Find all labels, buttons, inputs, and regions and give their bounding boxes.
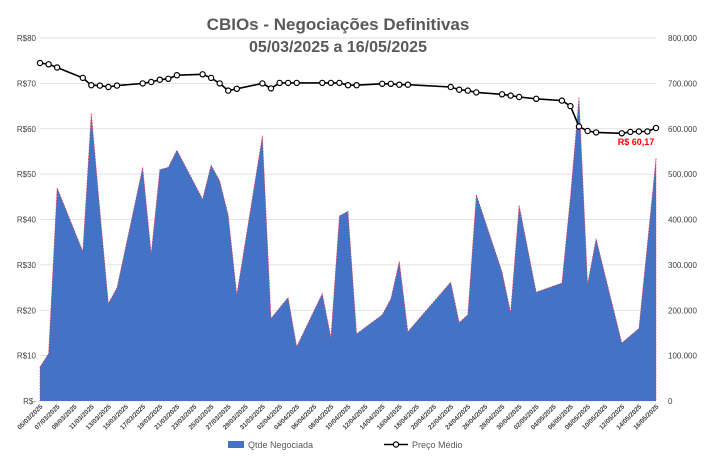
- price-point: [79, 74, 87, 82]
- price-point: [396, 81, 403, 88]
- left-tick-label: R$10: [17, 352, 37, 361]
- price-point: [379, 80, 386, 88]
- price-point: [498, 91, 506, 98]
- price-point: [293, 79, 300, 87]
- price-point: [173, 71, 181, 79]
- price-point: [216, 80, 223, 87]
- legend-swatch-qtde: [228, 441, 244, 448]
- price-point: [652, 124, 660, 132]
- price-point: [53, 64, 61, 71]
- right-axis: 0 100.000 200.000 300.000 400.000 500.000 600.…: [668, 34, 697, 406]
- right-tick-label: 100.000: [668, 352, 697, 361]
- left-tick-label: R$60: [17, 125, 37, 134]
- price-point: [113, 82, 121, 89]
- price-point: [156, 76, 163, 83]
- price-point: [233, 85, 240, 93]
- price-point: [199, 71, 206, 78]
- price-point: [96, 82, 104, 89]
- right-tick-label: 600.000: [668, 125, 697, 134]
- right-tick-label: 400.000: [668, 216, 697, 225]
- price-annotation: R$ 60,17: [618, 137, 655, 147]
- right-tick-label: 300.000: [668, 261, 697, 270]
- price-point: [533, 95, 540, 103]
- price-point: [635, 128, 643, 135]
- price-point: [224, 87, 232, 94]
- price-point: [36, 59, 44, 67]
- legend-label-qtde: Qtde Negociada: [248, 440, 313, 450]
- price-point: [558, 97, 566, 104]
- price-point: [507, 92, 514, 99]
- price-point: [387, 80, 394, 88]
- right-tick-label: 500.000: [668, 170, 697, 179]
- price-point: [165, 75, 172, 83]
- price-point: [515, 93, 523, 101]
- left-tick-label: R$50: [17, 170, 37, 179]
- price-point: [45, 61, 52, 68]
- price-point: [139, 80, 146, 87]
- volume-area-series: [39, 96, 657, 401]
- price-point: [336, 79, 343, 87]
- volume-area-edge: [39, 96, 657, 368]
- price-point: [105, 83, 112, 91]
- price-point: [276, 79, 283, 87]
- price-point: [259, 80, 266, 87]
- right-tick-label: 0: [668, 397, 673, 406]
- right-tick-label: 200.000: [668, 306, 697, 315]
- legend-swatch-preco-marker: [392, 441, 400, 448]
- legend-label-preco: Preço Médio: [412, 440, 463, 450]
- price-point: [567, 102, 574, 110]
- price-point: [327, 79, 335, 87]
- legend: Qtde Negociada Preço Médio: [228, 440, 463, 450]
- left-axis: R$- R$10 R$20 R$30 R$40 R$50 R$60 R$70 R$80: [17, 34, 37, 406]
- price-point: [353, 81, 360, 89]
- right-tick-label: 800.000: [668, 34, 697, 43]
- price-point: [447, 83, 454, 91]
- volume-area-fill: [40, 97, 656, 401]
- price-point: [404, 81, 412, 88]
- price-point: [147, 78, 155, 86]
- left-tick-label: R$20: [17, 306, 37, 315]
- chart-title: CBIOs - Negociações Definitivas: [207, 15, 470, 34]
- price-point: [464, 87, 471, 94]
- price-line-series: [36, 59, 660, 137]
- price-point: [284, 79, 292, 87]
- price-point: [456, 86, 463, 93]
- chart-subtitle: 05/03/2025 a 16/05/2025: [249, 39, 427, 56]
- left-tick-label: R$80: [17, 34, 37, 43]
- left-tick-label: R$30: [17, 261, 37, 270]
- price-point: [88, 81, 95, 89]
- price-point: [319, 79, 326, 87]
- price-point: [627, 128, 634, 136]
- price-point: [473, 89, 480, 96]
- price-point: [584, 127, 591, 135]
- left-tick-label: R$-: [23, 397, 36, 406]
- price-point: [267, 85, 275, 92]
- left-tick-label: R$70: [17, 79, 37, 88]
- x-axis: 05/03/202507/03/202509/03/202511/03/2025…: [16, 403, 660, 431]
- price-point: [575, 123, 583, 130]
- price-point: [207, 74, 215, 82]
- price-point: [592, 129, 600, 136]
- price-point: [644, 128, 651, 135]
- right-tick-label: 700.000: [668, 79, 697, 88]
- price-point: [344, 81, 352, 89]
- left-tick-label: R$40: [17, 216, 37, 225]
- price-point: [618, 130, 626, 137]
